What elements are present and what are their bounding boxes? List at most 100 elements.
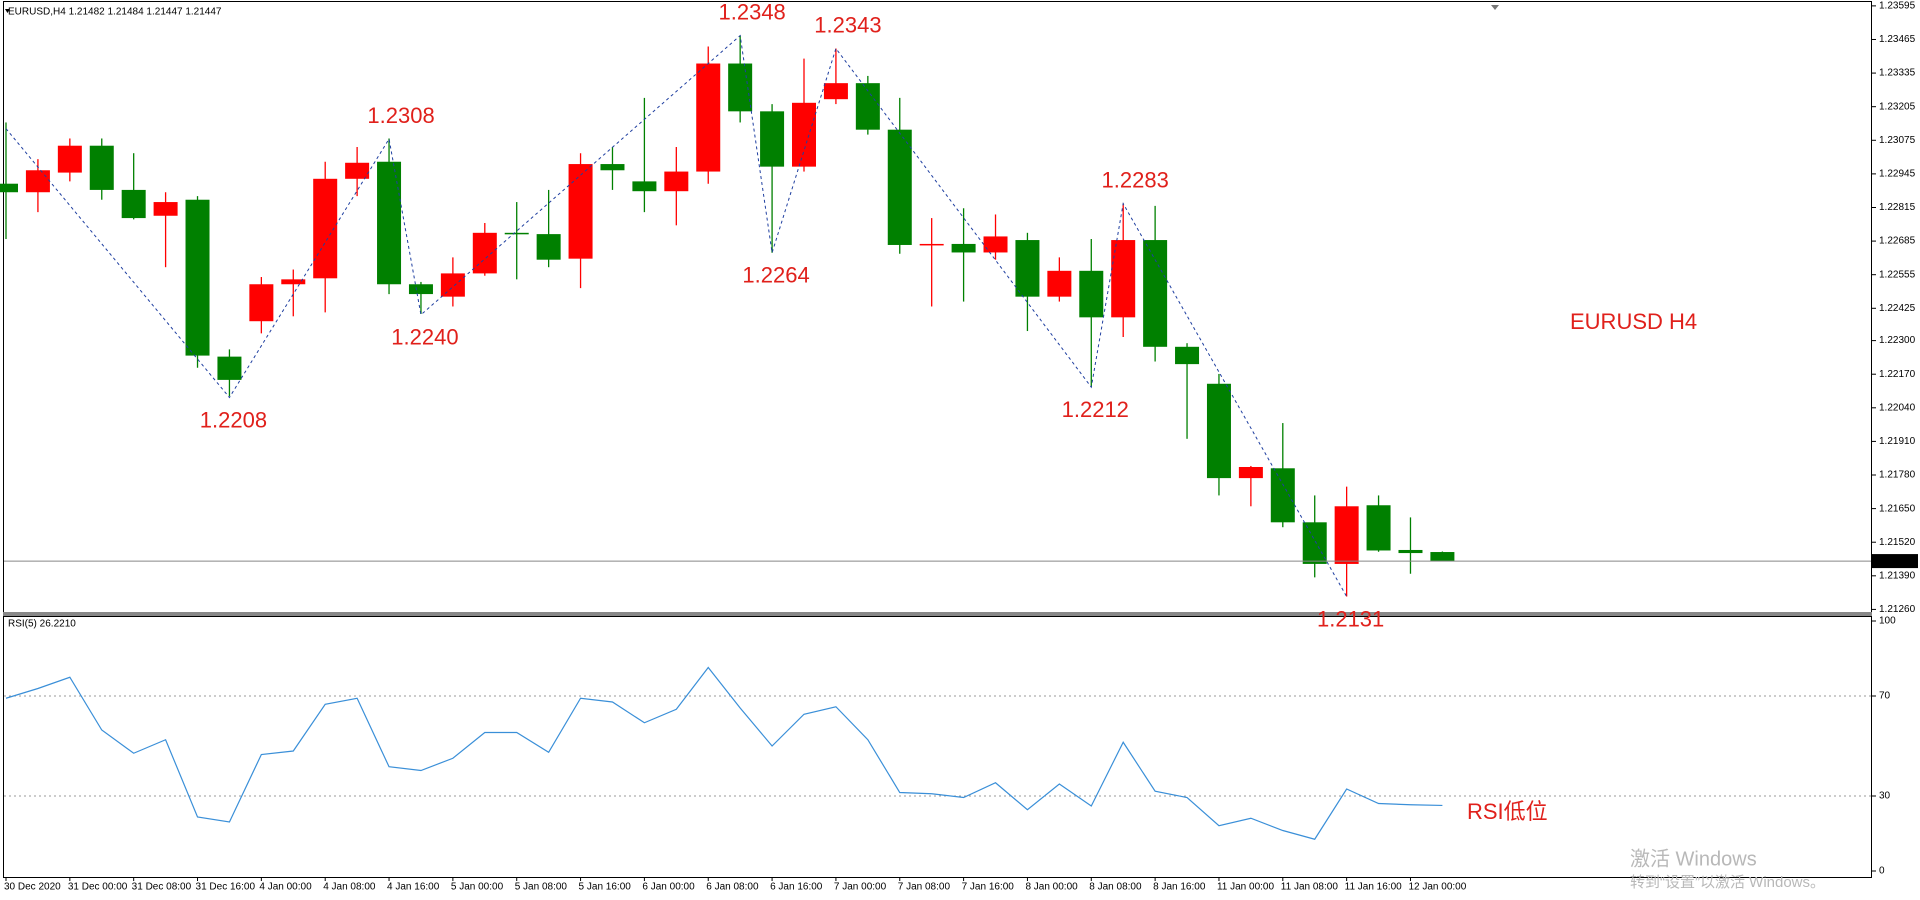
candle-body (823, 83, 848, 100)
x-tick-label: 11 Jan 16:00 (1345, 882, 1403, 893)
x-tick-label: 11 Jan 08:00 (1281, 882, 1339, 893)
x-tick-label: 7 Jan 16:00 (962, 882, 1015, 893)
candle-body (664, 171, 689, 192)
data-label: 1.2240 (391, 325, 458, 350)
candle-body (792, 102, 816, 167)
x-tick-label: 5 Jan 00:00 (451, 882, 504, 893)
candle-body (440, 273, 465, 297)
candle-body (1334, 506, 1359, 564)
last-price-label: 1.21447 (1877, 556, 1914, 567)
y-tick-label: 0 (1879, 866, 1885, 877)
candle-body (536, 234, 561, 260)
y-tick-label: 1.22555 (1879, 269, 1916, 280)
data-label: 1.2131 (1317, 606, 1384, 631)
x-tick-label: 30 Dec 2020 (4, 882, 61, 893)
y-tick-label: 1.22040 (1879, 402, 1916, 413)
candle-body (504, 232, 529, 235)
x-tick-label: 8 Jan 08:00 (1089, 882, 1142, 893)
candle-body (1111, 240, 1136, 318)
candle-body (1143, 240, 1168, 347)
data-label: 1.2343 (814, 12, 881, 37)
candle-body (217, 356, 242, 380)
x-tick-label: 4 Jan 16:00 (387, 882, 440, 893)
shift-marker (1491, 5, 1499, 10)
title-arrow (5, 9, 10, 13)
x-tick-label: 6 Jan 08:00 (706, 882, 759, 893)
candle-body (345, 162, 370, 179)
y-tick-label: 1.22685 (1879, 236, 1916, 247)
data-label: 1.2348 (719, 0, 786, 24)
rsi-line (5, 666, 1443, 840)
x-tick-label: 31 Dec 16:00 (196, 882, 256, 893)
y-tick-label: 1.21390 (1879, 570, 1916, 581)
y-tick-label: 30 (1879, 791, 1891, 802)
candle-body (185, 199, 210, 356)
watermark: 激活 Windows (1630, 847, 1757, 870)
x-tick-label: 5 Jan 16:00 (579, 882, 632, 893)
y-tick-label: 1.23465 (1879, 34, 1916, 45)
candle-body (472, 232, 497, 274)
data-label: 1.2212 (1062, 397, 1129, 422)
candle-body (153, 202, 178, 216)
candle-body (1238, 466, 1263, 479)
y-tick-label: 1.21910 (1879, 436, 1916, 447)
candle-body (0, 183, 18, 193)
candle-body (1270, 468, 1295, 523)
candle-body (568, 164, 593, 259)
candle-body (632, 181, 657, 192)
annotation: EURUSD H4 (1570, 309, 1697, 334)
candle-body (1047, 270, 1072, 297)
y-tick-label: 1.21260 (1879, 604, 1916, 615)
x-tick-label: 12 Jan 00:00 (1408, 882, 1466, 893)
candle-body (983, 236, 1008, 253)
y-tick-label: 100 (1879, 616, 1896, 627)
candle-body (1015, 240, 1040, 297)
x-tick-label: 4 Jan 08:00 (323, 882, 376, 893)
x-tick-label: 5 Jan 08:00 (515, 882, 568, 893)
annotation: RSI低位 (1467, 799, 1548, 824)
candle-body (1206, 383, 1231, 479)
x-tick-label: 11 Jan 00:00 (1217, 882, 1275, 893)
candle-body (696, 63, 721, 172)
x-tick-label: 7 Jan 00:00 (834, 882, 887, 893)
candle-body (919, 243, 944, 246)
x-tick-label: 4 Jan 00:00 (259, 882, 312, 893)
x-tick-label: 8 Jan 16:00 (1153, 882, 1206, 893)
candle-body (121, 189, 146, 219)
x-tick-label: 8 Jan 00:00 (1025, 882, 1078, 893)
candle-body (249, 284, 274, 322)
rsi-title: RSI(5) 26.2210 (8, 619, 76, 630)
chart-title: EURUSD,H4 1.21482 1.21484 1.21447 1.2144… (8, 7, 222, 18)
y-tick-label: 1.22425 (1879, 303, 1916, 314)
candle-body (89, 145, 114, 190)
candle-body (951, 243, 976, 253)
y-tick-label: 1.22815 (1879, 202, 1916, 213)
candle-body (1366, 505, 1391, 551)
y-tick-label: 1.21780 (1879, 470, 1916, 481)
candle-body (600, 164, 625, 171)
candle-body (887, 129, 912, 245)
data-label: 1.2208 (200, 407, 267, 432)
data-label: 1.2283 (1102, 167, 1169, 192)
candle-body (408, 284, 433, 295)
candle-body (1398, 549, 1423, 554)
y-tick-label: 1.21520 (1879, 537, 1916, 548)
y-tick-label: 1.23075 (1879, 135, 1916, 146)
y-tick-label: 1.22300 (1879, 335, 1916, 346)
y-tick-label: 1.22945 (1879, 169, 1916, 180)
candle-body (1175, 346, 1200, 365)
y-tick-label: 1.23595 (1879, 1, 1916, 12)
candle-body (25, 170, 50, 193)
candle-body (760, 111, 785, 167)
watermark: 转到“设置”以激活 Windows。 (1630, 874, 1825, 891)
x-tick-label: 31 Dec 00:00 (68, 882, 128, 893)
y-tick-label: 1.21650 (1879, 503, 1916, 514)
y-tick-label: 1.23205 (1879, 101, 1916, 112)
last-price-box (1872, 554, 1918, 569)
data-label: 1.2264 (742, 263, 809, 288)
x-tick-label: 6 Jan 16:00 (770, 882, 823, 893)
panel-separator (3, 612, 1872, 616)
